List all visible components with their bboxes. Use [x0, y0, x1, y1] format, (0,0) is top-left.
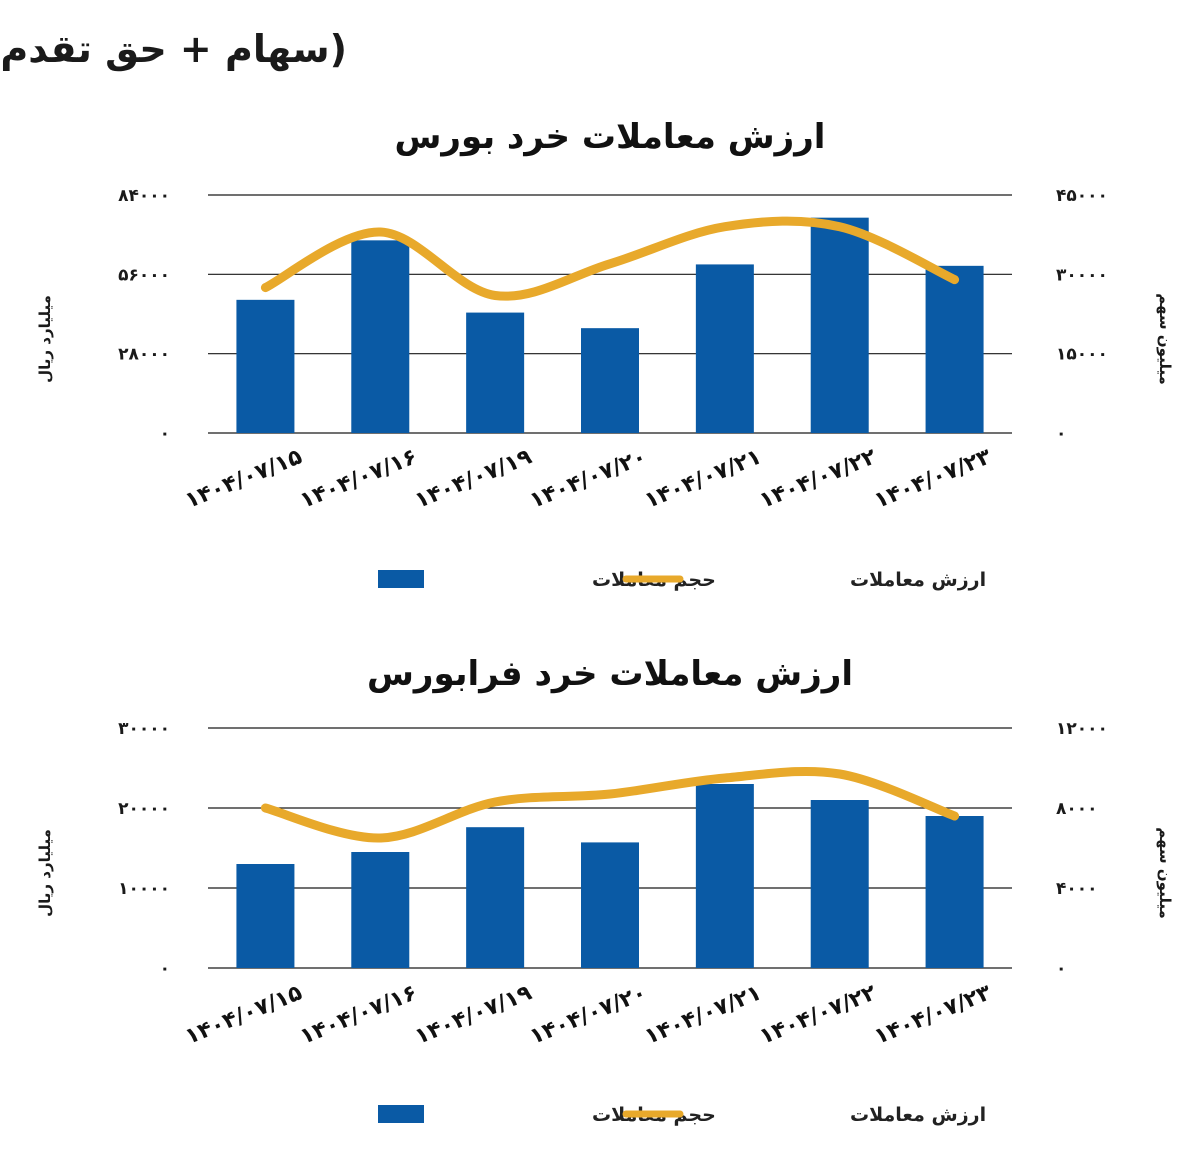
chart-title: ارزش معاملات خرد بورس [395, 117, 826, 157]
y-tick-right: ۱۵۰۰۰ [1056, 345, 1108, 365]
bar [236, 864, 295, 968]
bar [581, 328, 639, 433]
y-tick-right: ۰ [1056, 424, 1066, 444]
y-axis-label-left: میلیارد ریال [36, 295, 54, 383]
y-tick-right: ۴۰۰۰ [1056, 879, 1098, 899]
bar [581, 842, 639, 968]
chart-1: ارزش معاملات خرد بورس ۰ ۰ ۲۸۰۰۰ ۱۵۰۰۰ ۵۶۰۰۰ ۳۰… [36, 117, 1174, 591]
y-tick-left: ۰ [160, 424, 170, 444]
x-tick-label: ۱۴۰۴/۰۷/۱۶ [297, 980, 421, 1049]
y-axis-label-left: میلیارد ریال [36, 829, 54, 917]
chart-2: ارزش معاملات خرد فرابورس ۰ ۰ ۱۰۰۰۰ ۴۰۰۰ ۲۰۰۰۰… [36, 654, 1174, 1126]
bar [695, 784, 754, 968]
y-tick-left: ۱۰۰۰۰ [118, 879, 170, 899]
y-tick-left: ۰ [160, 959, 170, 979]
x-tick-label: ۱۴۰۴/۰۷/۲۳ [871, 444, 995, 514]
bar [351, 240, 410, 433]
y-tick-left: ۲۸۰۰۰ [118, 345, 170, 365]
legend-label-line: ارزش معاملات [850, 569, 986, 591]
bar [810, 217, 869, 433]
x-tick-label: ۱۴۰۴/۰۷/۲۰ [526, 444, 650, 513]
y-tick-right: ۱۲۰۰۰ [1056, 719, 1108, 739]
y-tick-left: ۵۶۰۰۰ [118, 265, 170, 285]
y-tick-left: ۳۰۰۰۰ [118, 719, 170, 739]
bar [351, 852, 410, 968]
bar [925, 265, 984, 433]
x-tick-label: ۱۴۰۴/۰۷/۲۲ [756, 444, 880, 514]
y-axis-label-right: میلیون سهم [1156, 827, 1174, 919]
legend-label-line: ارزش معاملات [850, 1104, 986, 1126]
y-tick-left: ۲۰۰۰۰ [118, 799, 170, 819]
bar [466, 827, 525, 968]
legend-swatch-bar [378, 1105, 424, 1123]
y-tick-right: ۰ [1056, 959, 1066, 979]
value-line [260, 766, 960, 843]
y-tick-right: ۸۰۰۰ [1056, 799, 1098, 819]
page-subtitle: (سهام + حق تقدم) [0, 27, 347, 72]
x-tick-label: ۱۴۰۴/۰۷/۲۲ [756, 980, 880, 1050]
legend-swatch-bar [378, 570, 424, 588]
chart-title: ارزش معاملات خرد فرابورس [367, 654, 853, 694]
y-tick-left: ۸۴۰۰۰ [118, 186, 170, 206]
x-tick-label: ۱۴۰۴/۰۷/۱۹ [412, 444, 536, 513]
x-tick-label: ۱۴۰۴/۰۷/۱۵ [182, 444, 306, 513]
y-tick-right: ۳۰۰۰۰ [1056, 265, 1108, 285]
bar [236, 299, 295, 433]
x-tick-label: ۱۴۰۴/۰۷/۱۵ [182, 980, 306, 1049]
x-tick-label: ۱۴۰۴/۰۷/۲۱ [641, 980, 765, 1049]
x-tick-label: ۱۴۰۴/۰۷/۲۰ [526, 980, 650, 1049]
x-tick-label: ۱۴۰۴/۰۷/۲۳ [871, 980, 995, 1050]
value-line [260, 216, 960, 301]
bar [810, 800, 869, 968]
x-tick-label: ۱۴۰۴/۰۷/۱۹ [412, 980, 536, 1049]
bar [695, 264, 754, 433]
y-tick-right: ۴۵۰۰۰ [1056, 186, 1108, 206]
x-tick-label: ۱۴۰۴/۰۷/۲۱ [641, 444, 765, 513]
bar [925, 816, 984, 968]
bar [466, 312, 525, 433]
x-tick-label: ۱۴۰۴/۰۷/۱۶ [297, 444, 421, 513]
y-axis-label-right: میلیون سهم [1156, 293, 1174, 385]
